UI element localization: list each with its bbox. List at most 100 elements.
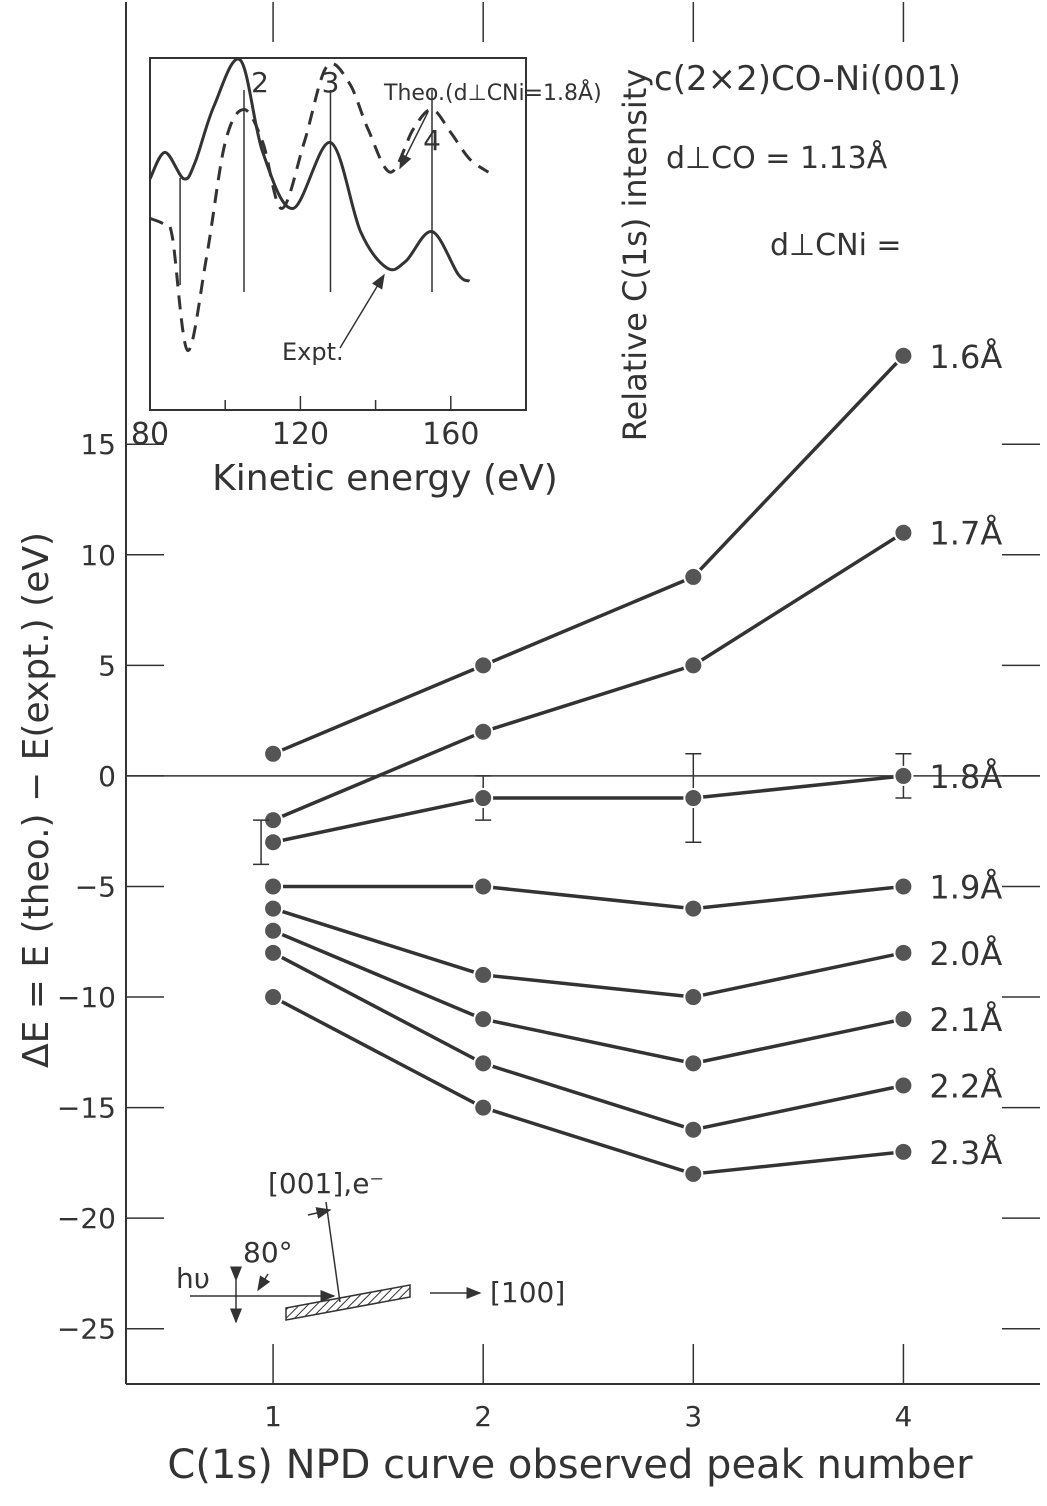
inset-peak-label: 2: [251, 66, 269, 99]
data-point: [683, 898, 704, 919]
series-1.8Å: 1.8Å: [253, 753, 1002, 866]
inset-y-axis-label: Relative C(1s) intensity: [616, 69, 654, 441]
data-point: [473, 1053, 494, 1074]
y-tick-label: −20: [57, 1202, 116, 1235]
data-point: [893, 522, 914, 543]
data-point: [683, 1119, 704, 1140]
series-segment: [482, 1105, 694, 1176]
data-point: [683, 655, 704, 676]
series-1.6Å: 1.6Å: [263, 338, 1002, 764]
series-segment: [482, 1017, 694, 1066]
data-point: [893, 876, 914, 897]
x-tick-label: 1: [264, 1400, 282, 1433]
dcni-annotation: d⊥CNi =: [770, 228, 902, 263]
chart-title: c(2×2)CO-Ni(001): [654, 59, 961, 99]
y-tick-label: 0: [98, 760, 116, 793]
data-point: [263, 942, 284, 963]
angle-arrow-hv: [257, 1273, 271, 1292]
data-point: [683, 788, 704, 809]
data-point: [473, 788, 494, 809]
series-2.2Å: 2.2Å: [263, 942, 1002, 1140]
data-point: [473, 964, 494, 985]
data-point: [683, 1163, 704, 1184]
inset-expt-pointer: [339, 273, 385, 349]
data-point: [263, 832, 284, 853]
data-point: [263, 898, 284, 919]
series-segment: [692, 1083, 904, 1132]
data-point: [893, 942, 914, 963]
crystal-surface: [285, 1284, 411, 1321]
data-point: [893, 1009, 914, 1030]
series-label: 1.8Å: [929, 758, 1002, 796]
data-point: [263, 876, 284, 897]
data-point: [263, 743, 284, 764]
series-1.7Å: 1.7Å: [263, 515, 1002, 831]
angle-label: 80°: [243, 1236, 293, 1269]
series-2.0Å: 2.0Å: [263, 898, 1002, 1008]
inset-x-tick-label: 120: [272, 417, 329, 452]
data-point: [263, 987, 284, 1008]
direction-001-label: [001],e⁻: [268, 1167, 384, 1200]
series-label: 2.0Å: [929, 935, 1002, 973]
inset-peak-label: 4: [423, 124, 441, 157]
main-series: 1.6Å 1.7Å 1.8Å 1.9Å 2.0Å 2.1Å 2.2Å 2.3Å: [253, 338, 1002, 1184]
series-1.9Å: 1.9Å: [263, 868, 1002, 919]
inset-peak-label: 3: [322, 66, 340, 99]
direction-100-label: [100]: [490, 1276, 565, 1309]
data-point: [473, 876, 494, 897]
series-segment: [693, 884, 904, 911]
y-tick-label: 15: [80, 428, 116, 461]
inset-series-experiment: [148, 57, 471, 283]
series-segment: [692, 531, 905, 667]
series-segment: [692, 354, 905, 579]
x-tick-label: 3: [684, 1400, 702, 1433]
series-segment: [272, 906, 484, 977]
series-segment: [272, 730, 484, 822]
dco-annotation: d⊥CO = 1.13Å: [666, 140, 888, 176]
series-segment: [272, 796, 484, 844]
inset-series-theory: [149, 62, 490, 352]
series-segment: [692, 1017, 904, 1066]
emission-direction-line: [325, 1201, 341, 1303]
series-label: 2.1Å: [929, 1001, 1002, 1039]
data-point: [473, 721, 494, 742]
x-tick-label: 2: [474, 1400, 492, 1433]
geometry-diagram: hυ 80° [001],e⁻ [100]: [176, 1167, 565, 1324]
y-tick-label: −10: [57, 981, 116, 1014]
series-segment: [693, 1150, 904, 1176]
series-segment: [693, 774, 904, 800]
x-tick-label: 4: [895, 1400, 913, 1433]
inset-x-tick-label: 160: [422, 417, 479, 452]
y-tick-label: 10: [80, 539, 116, 572]
data-point: [473, 1097, 494, 1118]
y-tick-label: −25: [57, 1313, 116, 1346]
series-segment: [272, 951, 485, 1065]
data-point: [893, 1075, 914, 1096]
data-point: [683, 566, 704, 587]
inset-theory-label: Theo.(d⊥CNi=1.8Å): [383, 79, 602, 106]
series-segment: [272, 995, 485, 1110]
y-tick-label: −15: [57, 1092, 116, 1125]
y-axis-label: ΔE = E (theo.) − E(expt.) (eV): [16, 532, 57, 1068]
series-segment: [482, 663, 694, 734]
inset-frame: [149, 57, 527, 411]
series-label: 2.3Å: [929, 1134, 1002, 1172]
series-2.1Å: 2.1Å: [263, 920, 1002, 1074]
data-point: [893, 345, 914, 366]
data-point: [893, 1141, 914, 1162]
angle-arrow-001: [307, 1207, 332, 1219]
data-point: [473, 1009, 494, 1030]
series-label: 1.6Å: [929, 338, 1002, 376]
y-tick-label: 5: [98, 649, 116, 682]
series-segment: [482, 1061, 694, 1132]
inset-chart: 80 120 160 2 3 4 Theo.(d⊥CNi=1.8Å) Expt.: [131, 57, 602, 452]
data-point: [893, 765, 914, 786]
series-label: 1.7Å: [929, 515, 1002, 553]
series-segment: [272, 929, 484, 1021]
series-segment: [483, 973, 694, 999]
inset-x-tick-label: 80: [131, 417, 169, 452]
hv-label: hυ: [176, 1262, 210, 1295]
data-point: [473, 655, 494, 676]
series-2.3Å: 2.3Å: [263, 987, 1002, 1184]
